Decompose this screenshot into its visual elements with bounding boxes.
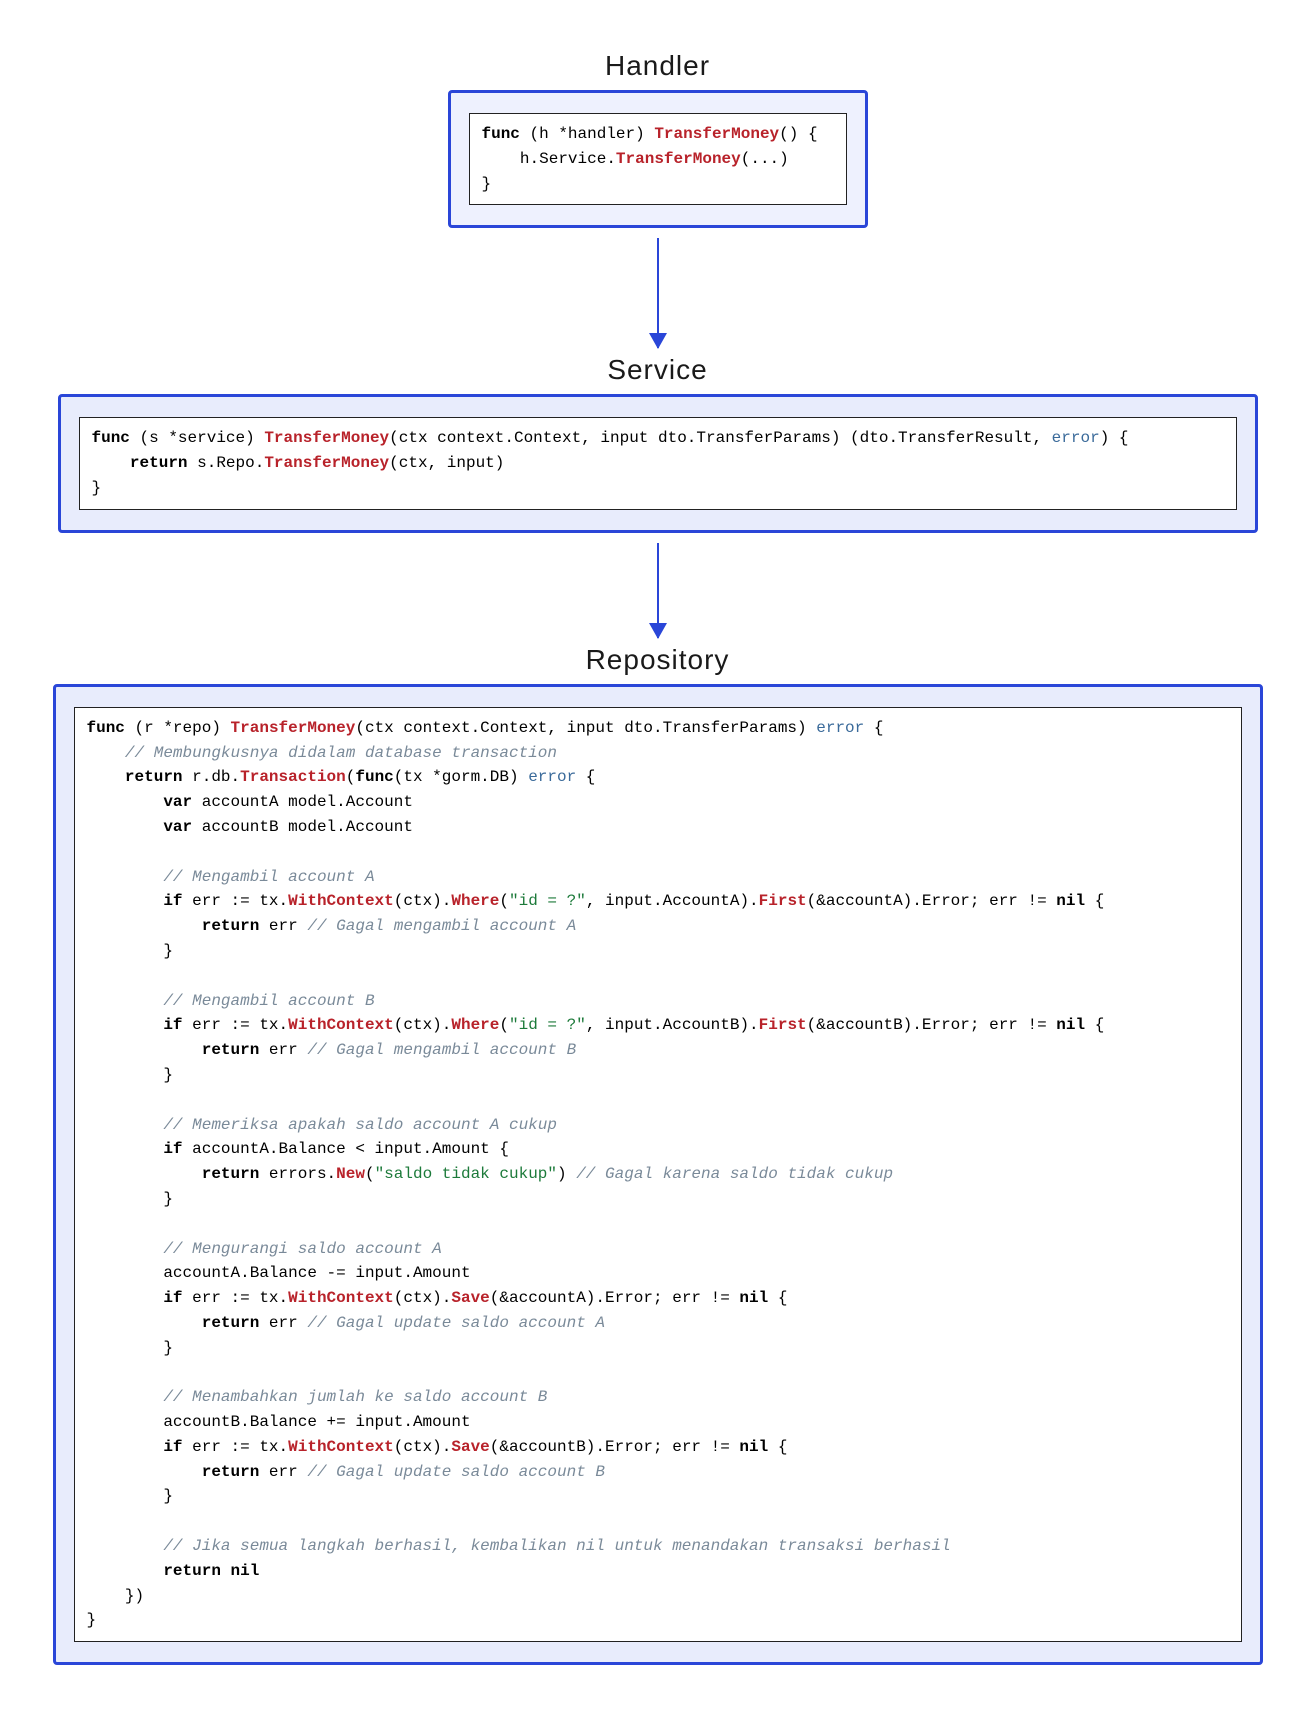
arrow-handler-service (40, 238, 1275, 348)
arrow-service-repository (40, 543, 1275, 638)
service-box: func (s *service) TransferMoney(ctx cont… (58, 394, 1258, 532)
repository-title: Repository (40, 644, 1275, 676)
service-code: func (s *service) TransferMoney(ctx cont… (79, 417, 1237, 509)
repository-code: func (r *repo) TransferMoney(ctx context… (74, 707, 1242, 1642)
handler-box: func (h *handler) TransferMoney() { h.Se… (448, 90, 868, 228)
handler-title: Handler (40, 50, 1275, 82)
handler-code: func (h *handler) TransferMoney() { h.Se… (469, 113, 847, 205)
service-title: Service (40, 354, 1275, 386)
repository-box: func (r *repo) TransferMoney(ctx context… (53, 684, 1263, 1665)
